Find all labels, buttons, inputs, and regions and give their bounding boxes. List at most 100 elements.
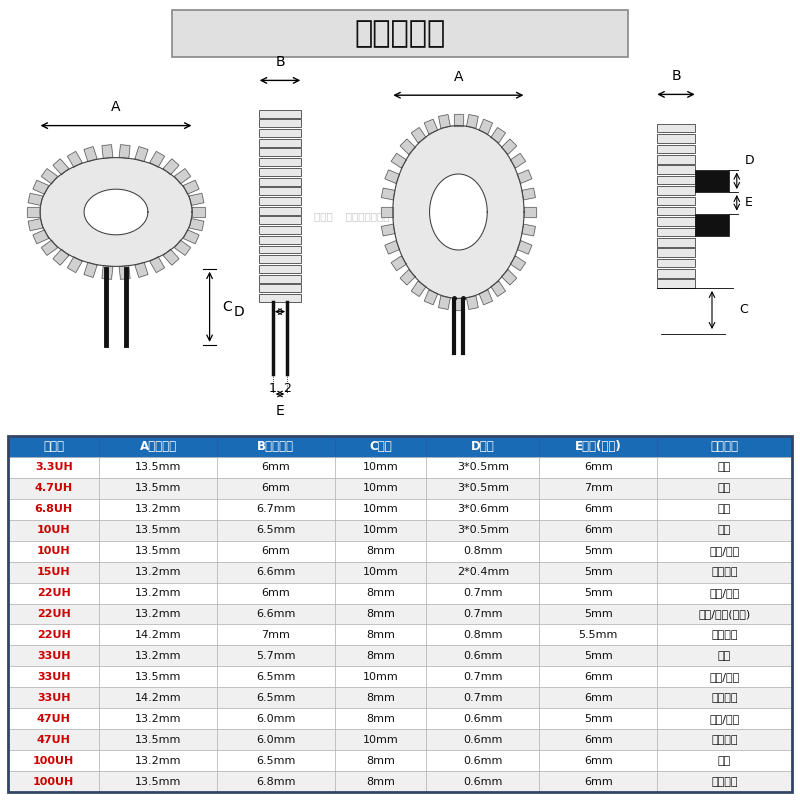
FancyBboxPatch shape: [8, 457, 99, 478]
Polygon shape: [259, 217, 301, 224]
FancyBboxPatch shape: [657, 666, 792, 687]
Text: 22UH: 22UH: [37, 609, 70, 619]
FancyBboxPatch shape: [426, 582, 539, 603]
Polygon shape: [183, 230, 199, 244]
Polygon shape: [163, 159, 179, 174]
FancyBboxPatch shape: [426, 708, 539, 729]
Text: 10mm: 10mm: [362, 567, 398, 577]
FancyBboxPatch shape: [217, 457, 334, 478]
FancyBboxPatch shape: [8, 750, 99, 771]
Text: 13.2mm: 13.2mm: [135, 609, 182, 619]
Text: 8mm: 8mm: [366, 777, 395, 786]
Polygon shape: [259, 110, 301, 118]
Polygon shape: [657, 218, 695, 226]
Polygon shape: [466, 114, 478, 128]
Polygon shape: [259, 149, 301, 157]
Text: 东菞市    械电子有限公司: 东菞市 械电子有限公司: [314, 211, 390, 221]
Text: 立式: 立式: [718, 504, 731, 514]
Text: 13.2mm: 13.2mm: [135, 567, 182, 577]
Polygon shape: [192, 207, 205, 217]
Text: 10mm: 10mm: [362, 504, 398, 514]
Text: 47UH: 47UH: [37, 734, 70, 745]
FancyBboxPatch shape: [539, 520, 657, 541]
Polygon shape: [695, 214, 729, 236]
FancyBboxPatch shape: [657, 708, 792, 729]
Text: 0.7mm: 0.7mm: [463, 609, 502, 619]
Text: 33UH: 33UH: [37, 672, 70, 682]
Polygon shape: [411, 127, 426, 143]
FancyBboxPatch shape: [426, 478, 539, 499]
Text: 22UH: 22UH: [37, 588, 70, 598]
FancyBboxPatch shape: [539, 499, 657, 520]
Polygon shape: [259, 119, 301, 127]
Text: 3*0.5mm: 3*0.5mm: [457, 483, 509, 494]
Polygon shape: [400, 139, 415, 154]
Text: 13.5mm: 13.5mm: [135, 546, 182, 556]
Text: 8mm: 8mm: [366, 630, 395, 640]
Text: 立式套管: 立式套管: [711, 567, 738, 577]
Text: 1: 1: [269, 382, 277, 395]
FancyBboxPatch shape: [99, 708, 217, 729]
Text: 13.2mm: 13.2mm: [135, 714, 182, 724]
Text: 卧式: 卧式: [718, 651, 731, 661]
FancyBboxPatch shape: [426, 625, 539, 646]
Polygon shape: [163, 250, 179, 265]
Polygon shape: [479, 119, 493, 134]
Polygon shape: [53, 159, 69, 174]
Text: 3*0.5mm: 3*0.5mm: [457, 526, 509, 535]
Polygon shape: [438, 296, 450, 310]
Text: 6mm: 6mm: [262, 483, 290, 494]
FancyBboxPatch shape: [426, 603, 539, 625]
FancyBboxPatch shape: [426, 457, 539, 478]
FancyBboxPatch shape: [539, 666, 657, 687]
FancyBboxPatch shape: [426, 646, 539, 666]
Polygon shape: [84, 189, 148, 235]
FancyBboxPatch shape: [217, 708, 334, 729]
Text: 13.2mm: 13.2mm: [135, 755, 182, 766]
Text: 6.7mm: 6.7mm: [256, 504, 296, 514]
Text: 6mm: 6mm: [584, 755, 613, 766]
Text: 立式/卧式: 立式/卧式: [710, 588, 740, 598]
FancyBboxPatch shape: [8, 708, 99, 729]
Text: 立式套管: 立式套管: [711, 777, 738, 786]
Text: 0.6mm: 0.6mm: [463, 755, 502, 766]
FancyBboxPatch shape: [334, 562, 426, 582]
Polygon shape: [259, 138, 301, 146]
Polygon shape: [657, 197, 695, 205]
Text: E脚距(可调): E脚距(可调): [575, 440, 622, 453]
Text: 100UH: 100UH: [33, 755, 74, 766]
FancyBboxPatch shape: [657, 478, 792, 499]
FancyBboxPatch shape: [99, 771, 217, 792]
Text: 5.5mm: 5.5mm: [578, 630, 618, 640]
Text: C脚长: C脚长: [369, 440, 392, 453]
Polygon shape: [174, 240, 190, 255]
FancyBboxPatch shape: [334, 625, 426, 646]
Text: 6.5mm: 6.5mm: [256, 755, 295, 766]
FancyBboxPatch shape: [8, 436, 99, 457]
FancyBboxPatch shape: [657, 771, 792, 792]
Text: 电感量: 电感量: [43, 440, 64, 453]
Polygon shape: [381, 207, 393, 217]
FancyBboxPatch shape: [426, 541, 539, 562]
Text: 13.5mm: 13.5mm: [135, 777, 182, 786]
FancyBboxPatch shape: [217, 666, 334, 687]
Text: 8mm: 8mm: [366, 651, 395, 661]
Text: 0.7mm: 0.7mm: [463, 693, 502, 702]
Polygon shape: [259, 206, 301, 214]
Text: 3*0.5mm: 3*0.5mm: [457, 462, 509, 473]
Polygon shape: [657, 176, 695, 184]
Polygon shape: [438, 114, 450, 128]
Text: 47UH: 47UH: [37, 714, 70, 724]
Polygon shape: [657, 238, 695, 246]
FancyBboxPatch shape: [217, 646, 334, 666]
FancyBboxPatch shape: [8, 771, 99, 792]
FancyBboxPatch shape: [217, 562, 334, 582]
Polygon shape: [259, 265, 301, 273]
FancyBboxPatch shape: [99, 582, 217, 603]
Polygon shape: [400, 270, 415, 285]
FancyBboxPatch shape: [217, 603, 334, 625]
FancyBboxPatch shape: [99, 562, 217, 582]
Polygon shape: [510, 256, 526, 270]
FancyBboxPatch shape: [99, 520, 217, 541]
Text: 6.5mm: 6.5mm: [256, 526, 295, 535]
